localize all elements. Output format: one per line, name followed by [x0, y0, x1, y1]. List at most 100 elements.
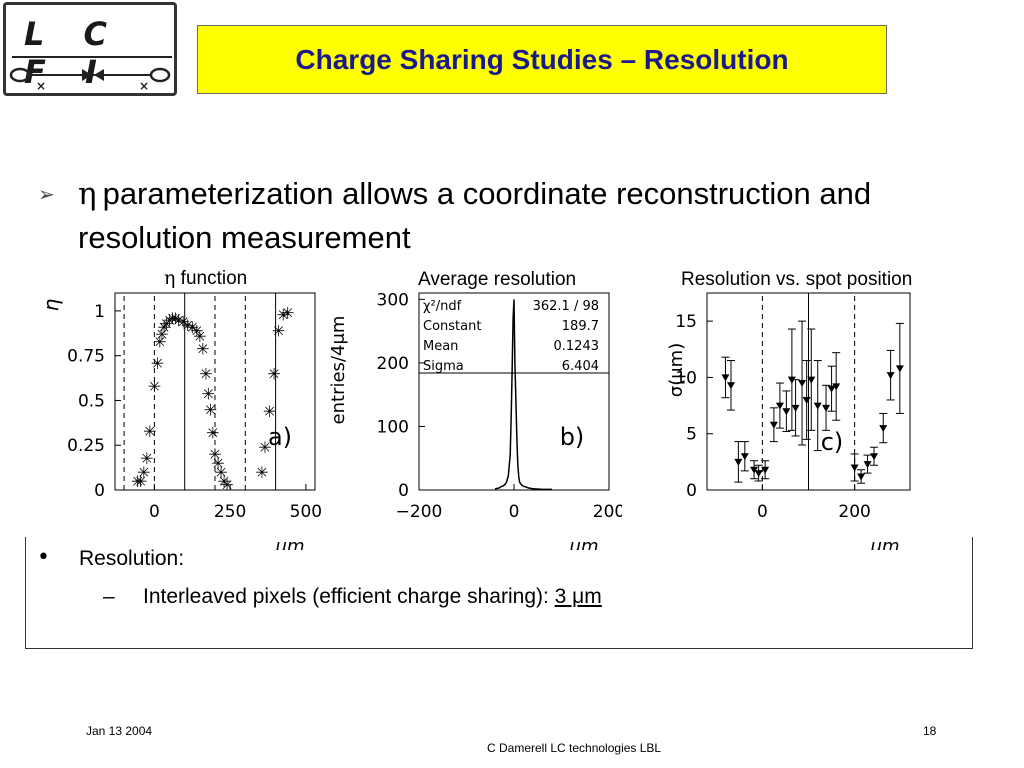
resolution-label: Resolution: [79, 547, 185, 570]
data-point-triangle [754, 470, 763, 478]
y-tick-label: 200 [377, 354, 409, 374]
x-tick-label: 250 [214, 502, 246, 522]
data-point-star: ✳ [206, 424, 219, 443]
footer-page-number: 18 [923, 724, 937, 738]
stats-name: Sigma [423, 359, 464, 374]
eta-symbol: η [78, 176, 97, 212]
resolution-value: 3 μm [554, 585, 602, 608]
data-point-star: ✳ [143, 422, 156, 441]
y-tick-label: 100 [377, 417, 409, 437]
y-tick-label: 0 [398, 481, 409, 501]
data-point-triangle [822, 404, 831, 412]
stats-value: 6.404 [562, 359, 599, 374]
resolution-sub-item: Interleaved pixels (efficient charge sha… [143, 585, 602, 609]
data-point-star: ✳ [211, 454, 224, 473]
y-tick-label: 0.75 [67, 347, 105, 367]
y-tick-label: 300 [377, 290, 409, 310]
y-tick-label: 0 [686, 481, 697, 501]
data-point-triangle [721, 374, 730, 382]
x-tick-label: 0 [757, 502, 768, 522]
data-point-star: ✳ [153, 332, 166, 351]
resolution-sub-text: Interleaved pixels (efficient charge sha… [143, 585, 555, 608]
caption-plot-a: η function [164, 267, 247, 290]
data-point-star: ✳ [204, 400, 217, 419]
bullet-dot-icon: • [37, 545, 50, 570]
data-point-star: ✳ [176, 313, 189, 332]
data-point-star: ✳ [208, 445, 221, 464]
data-point-triangle [750, 466, 759, 474]
x-tick-label: 200 [838, 502, 870, 522]
svg-text:×: × [139, 79, 149, 93]
data-point-star: ✳ [163, 311, 176, 330]
stats-name: Mean [423, 339, 458, 354]
x-tick-label: 0 [509, 502, 520, 522]
data-point-star: ✳ [172, 311, 185, 330]
data-point-triangle [863, 461, 872, 469]
data-point-triangle [886, 372, 895, 380]
stats-value: 362.1 / 98 [533, 299, 599, 314]
caption-plot-a-text: function [180, 268, 248, 289]
data-point-triangle [791, 404, 800, 412]
stats-value: 189.7 [562, 319, 599, 334]
data-point-triangle [850, 464, 859, 472]
data-point-star: ✳ [255, 463, 268, 482]
y-tick-label: 0.5 [78, 391, 105, 411]
data-point-star: ✳ [155, 325, 168, 344]
data-point-star: ✳ [267, 365, 280, 384]
data-point-star: ✳ [160, 314, 173, 333]
data-point-star: ✳ [134, 472, 147, 491]
y-axis-label: σ(μm) [666, 343, 687, 397]
bullet-line-2: resolution measurement [78, 220, 411, 255]
data-point-star: ✳ [258, 438, 271, 457]
histogram-line [494, 299, 552, 491]
data-point-star: ✳ [196, 340, 209, 359]
data-point-star: ✳ [193, 327, 206, 346]
y-axis-label: entries/4μm [328, 316, 349, 425]
x-tick-label: 0 [149, 502, 160, 522]
data-point-triangle [782, 408, 791, 416]
data-point-star: ✳ [263, 402, 276, 421]
main-bullet: η parameterization allows a coordinate re… [78, 172, 978, 259]
panel-label: b) [560, 423, 585, 451]
data-point-triangle [740, 453, 749, 461]
y-tick-label: 1 [94, 302, 105, 322]
data-point-triangle [775, 402, 784, 410]
data-point-triangle [895, 365, 904, 373]
panel-label: c) [821, 428, 844, 456]
data-point-star: ✳ [157, 318, 170, 337]
y-tick-label: 0.25 [67, 436, 105, 456]
footer-date: Jan 13 2004 [86, 724, 153, 738]
data-point-triangle [802, 396, 811, 404]
data-point-star: ✳ [276, 305, 289, 324]
stats-value: 0.1243 [554, 339, 600, 354]
y-tick-label: 10 [675, 368, 697, 388]
y-tick-label: 15 [675, 312, 697, 332]
title-box: Charge Sharing Studies – Resolution [197, 25, 887, 94]
dash-bullet-icon: – [103, 585, 115, 608]
data-point-triangle [769, 421, 778, 429]
stats-name: χ²/ndf [423, 299, 462, 314]
x-tick-label: −200 [396, 502, 443, 522]
data-point-star: ✳ [181, 316, 194, 335]
resolution-box [25, 537, 973, 649]
bullet-line-1: parameterization allows a coordinate rec… [102, 176, 872, 211]
arrow-bullet-icon: ➢ [38, 182, 55, 206]
y-axis-label: η [40, 298, 63, 311]
data-point-triangle [726, 382, 735, 390]
caption-plot-b: Average resolution [418, 269, 577, 290]
x-tick-label: 500 [290, 502, 322, 522]
data-point-triangle [807, 376, 816, 384]
data-point-star: ✳ [272, 322, 285, 341]
stats-name: Constant [423, 319, 481, 334]
data-point-star: ✳ [148, 377, 161, 396]
caption-eta-symbol: η [164, 267, 176, 289]
data-point-star: ✳ [137, 463, 150, 482]
data-point-triangle [813, 402, 822, 410]
x-axis-label: μm [870, 536, 900, 550]
data-point-triangle [734, 458, 743, 466]
data-point-star: ✳ [169, 309, 182, 328]
data-point-star: ✳ [151, 354, 164, 373]
